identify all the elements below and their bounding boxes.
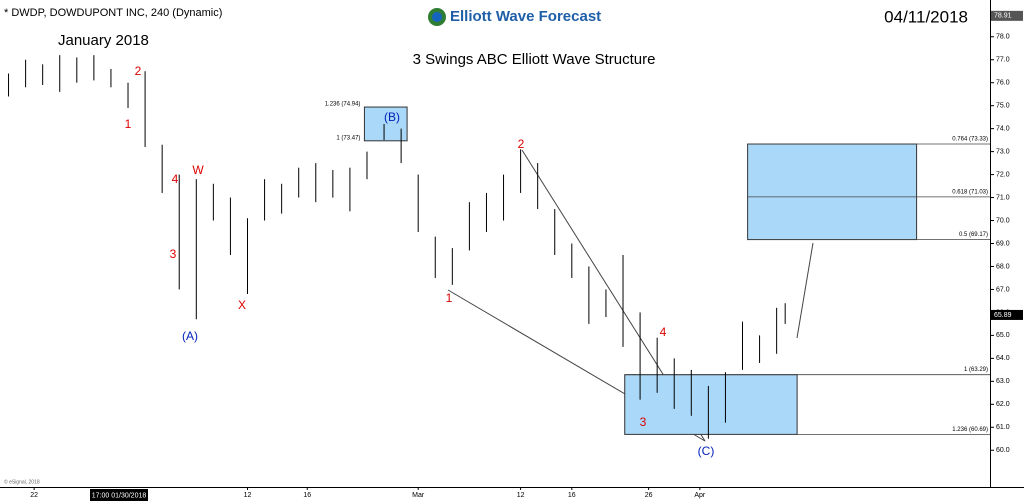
cursor-time: 17:00 01/30/2018 [92,492,147,499]
period: January 2018 [58,32,149,49]
wave-label: (B) [384,110,400,124]
y-tick-label: 71.0 [996,194,1010,201]
fib-label: 0.618 (71.03) [952,189,988,195]
last-price-box [991,309,1023,320]
symbol: * DWDP, DOWDUPONT INC, 240 (Dynamic) [4,7,222,19]
wave-label: (C) [698,444,715,458]
y-tick-label: 69.0 [996,240,1010,247]
copyright: © eSignal, 2018 [4,478,40,485]
y-tick-label: 78.0 [996,34,1010,41]
fib-label: 0.5 (69.17) [959,232,988,238]
x-tick-label: Apr [694,492,706,499]
wave-label: 2 [518,137,525,151]
y-tick-label: 67.0 [996,286,1010,293]
y-tick-label: 76.0 [996,80,1010,87]
projection-line [796,242,814,339]
logo [432,12,442,22]
fib-label: 1 (63.29) [964,367,988,373]
x-tick-label: 16 [568,492,576,499]
y-tick-label: 72.0 [996,171,1010,178]
target-zone [363,106,408,142]
fib-label: 1 (73.47) [336,135,360,141]
x-tick-label: Mar [412,492,425,499]
y-tick-label: 60.0 [996,447,1010,454]
fib-label: 1.236 (74.94) [325,102,361,108]
cursor-box [90,489,148,501]
x-tick-label: 26 [645,492,653,499]
wave-label: 4 [660,325,667,339]
y-tick-label: 65.0 [996,332,1010,339]
y-tick-label: 77.0 [996,57,1010,64]
y-tick-label: 61.0 [996,424,1010,431]
y-tick-label: 70.0 [996,217,1010,224]
x-tick-label: 12 [517,492,525,499]
fib-label: 0.764 (73.33) [952,137,988,143]
wave-label: 1 [125,117,132,131]
target-zone [747,143,918,241]
x-tick-label: 16 [303,492,311,499]
y-tick-label: 73.0 [996,148,1010,155]
target-zone [624,374,798,435]
x-tick-label: 12 [244,492,252,499]
last-price: 65.89 [994,312,1012,319]
wave-label: (A) [182,329,198,343]
wave-label: 4 [172,172,179,186]
y-tick-label: 68.0 [996,263,1010,270]
wave-label: W [192,163,204,177]
date: 04/11/2018 [884,7,968,26]
wave-label: 3 [170,247,177,261]
wave-label: 1 [446,291,453,305]
y-tick-label: 64.0 [996,355,1010,362]
y-tick-label: 63.0 [996,378,1010,385]
top-marker-box [991,10,1023,21]
y-tick-label: 62.0 [996,401,1010,408]
fib-label: 1.236 (60.69) [952,427,988,433]
y-tick-label: 74.0 [996,125,1010,132]
wave-label: X [238,298,246,312]
wave-label: 2 [135,64,142,78]
wave-label: 3 [640,415,647,429]
chart-title: 3 Swings ABC Elliott Wave Structure [413,51,656,68]
top-marker: 78.91 [994,13,1012,20]
brand: Elliott Wave Forecast [450,8,601,25]
y-tick-label: 75.0 [996,103,1010,110]
x-tick-label: 22 [30,492,38,499]
